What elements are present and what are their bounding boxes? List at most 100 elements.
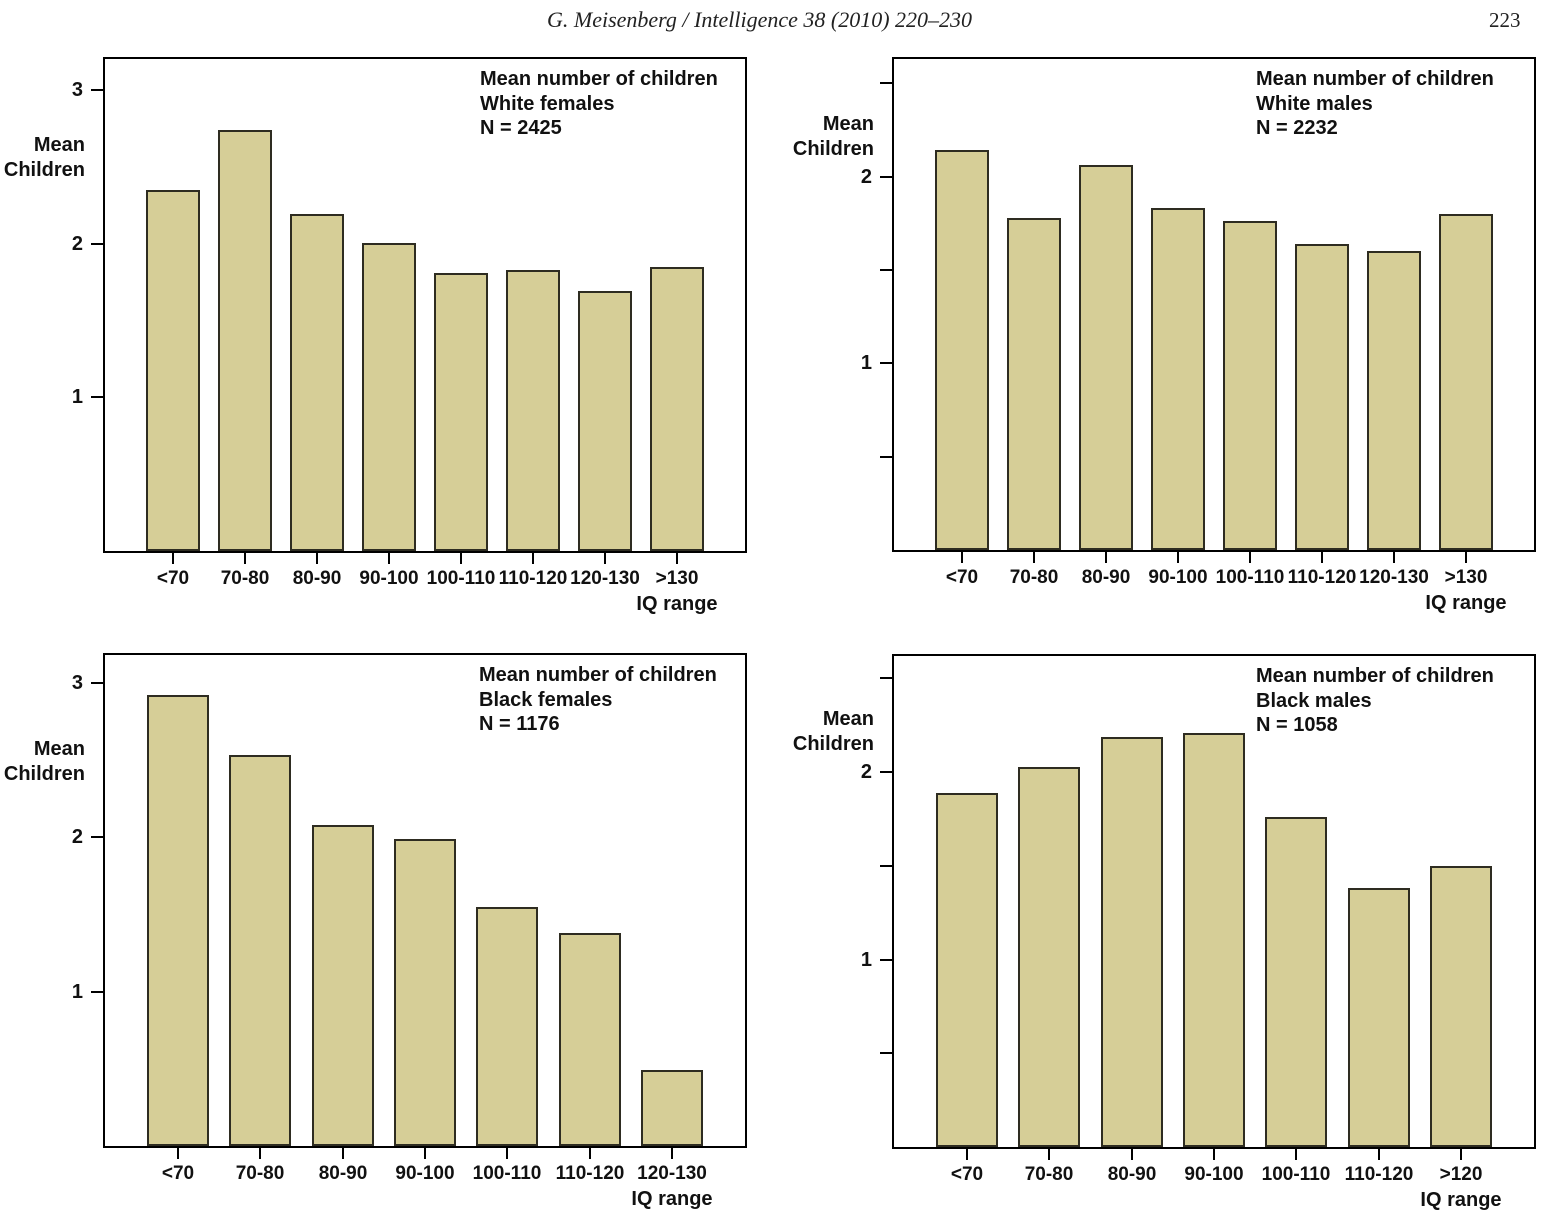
bar-110-120 xyxy=(1295,244,1349,550)
x-axis-tick xyxy=(1321,552,1323,563)
category-label: <70 xyxy=(161,1163,195,1184)
category-label: 90-100 xyxy=(359,568,419,589)
y-tick-label: 3 xyxy=(71,672,83,694)
chart-title: Mean number of children xyxy=(1256,665,1494,687)
plot-frame xyxy=(892,654,1536,1149)
chart-panel-white-females: 1 2 3 <70 70-80 80-90 90-100 100-110 110-120 120-… xyxy=(4,57,747,623)
x-axis-tick xyxy=(316,553,318,564)
y-axis-tick xyxy=(91,682,103,684)
x-axis-tick xyxy=(604,553,606,564)
y-axis-tick xyxy=(880,959,892,961)
running-head: G. Meisenberg / Intelligence 38 (2010) 2… xyxy=(547,7,973,32)
x-axis-tick xyxy=(1460,1149,1462,1160)
y-axis-title: Mean Children xyxy=(742,707,874,756)
chart-annotation: Mean number of children Black females N = … xyxy=(479,663,717,737)
y-axis-minor-tick xyxy=(880,269,892,271)
bar-80-90 xyxy=(1079,165,1133,550)
category-label: 80-90 xyxy=(318,1163,368,1184)
chart-subtitle: Black males xyxy=(1256,689,1372,712)
y-axis-minor-tick xyxy=(880,82,892,84)
bar->130 xyxy=(650,267,704,551)
plot-frame xyxy=(892,57,1536,552)
category-label: 100-110 xyxy=(1261,1164,1331,1185)
category-label: >130 xyxy=(1444,567,1488,588)
y-axis-tick xyxy=(880,771,892,773)
category-label: 90-100 xyxy=(1184,1164,1244,1185)
bar-100-110 xyxy=(434,273,488,551)
category-label: 100-110 xyxy=(426,568,496,589)
y-tick-label: 2 xyxy=(860,761,872,783)
chart-title: Mean number of children xyxy=(479,664,717,686)
page-number: 223 xyxy=(1489,8,1521,32)
bar-80-90 xyxy=(290,214,344,551)
x-axis-tick xyxy=(1048,1149,1050,1160)
y-axis-tick xyxy=(91,991,103,993)
bar-100-110 xyxy=(1223,221,1277,550)
x-axis-tick xyxy=(1177,552,1179,563)
bar-90-100 xyxy=(1151,208,1205,550)
x-axis-tick xyxy=(172,553,174,564)
y-axis-title-line: Mean xyxy=(822,708,874,730)
category-label: 70-80 xyxy=(1009,567,1059,588)
y-axis-tick xyxy=(91,396,103,398)
x-axis-tick xyxy=(424,1148,426,1159)
bar-120-130 xyxy=(578,291,632,551)
chart-panel-black-males: 1 2 <70 70-80 80-90 90-100 100-110 110-120 >120 I… xyxy=(793,654,1536,1219)
y-axis-title-line: Mean xyxy=(822,113,874,135)
chart-subtitle: Black females xyxy=(479,688,613,711)
x-axis-title: IQ range xyxy=(631,1188,713,1210)
chart-subtitle: White females xyxy=(480,92,615,115)
y-tick-label: 1 xyxy=(860,352,872,374)
y-axis-title-line: Mean xyxy=(33,134,85,156)
bar->130 xyxy=(1439,214,1493,550)
y-tick-label: 3 xyxy=(71,79,83,101)
category-label: >120 xyxy=(1439,1164,1483,1185)
bar-120-130 xyxy=(1367,251,1421,550)
bar-90-100 xyxy=(1183,733,1245,1147)
category-label: 80-90 xyxy=(1081,567,1131,588)
category-label: 110-120 xyxy=(1344,1164,1414,1185)
x-axis-tick xyxy=(676,553,678,564)
category-label: 120-130 xyxy=(570,568,640,589)
x-axis-tick xyxy=(1249,552,1251,563)
category-label: 100-110 xyxy=(472,1163,542,1184)
chart-panel-white-males: 1 2 <70 70-80 80-90 90-100 100-110 110-120 120-1… xyxy=(793,57,1536,622)
y-tick-label: 1 xyxy=(71,386,83,408)
y-axis-title: Mean Children xyxy=(0,737,85,786)
x-axis-tick xyxy=(1105,552,1107,563)
chart-n-count: N = 2425 xyxy=(480,117,562,139)
bar-80-90 xyxy=(1101,737,1163,1147)
category-label: 90-100 xyxy=(395,1163,455,1184)
category-label: 90-100 xyxy=(1148,567,1208,588)
category-label: 80-90 xyxy=(292,568,342,589)
y-axis-title: Mean Children xyxy=(742,112,874,161)
category-label: 110-120 xyxy=(1287,567,1357,588)
y-axis-title-line: Children xyxy=(3,158,85,181)
x-axis-tick xyxy=(388,553,390,564)
x-axis-title: IQ range xyxy=(1425,592,1507,614)
x-axis-tick xyxy=(1213,1149,1215,1160)
y-axis-tick xyxy=(880,362,892,364)
x-axis-tick xyxy=(1033,552,1035,563)
chart-annotation: Mean number of children White males N = 22… xyxy=(1256,67,1494,141)
y-tick-label: 2 xyxy=(71,233,83,255)
x-axis-title: IQ range xyxy=(636,593,718,615)
x-axis-tick xyxy=(244,553,246,564)
x-axis-tick xyxy=(671,1148,673,1159)
bar-110-120 xyxy=(559,933,621,1146)
chart-title: Mean number of children xyxy=(480,68,718,90)
bar-80-90 xyxy=(312,825,374,1146)
x-axis-tick xyxy=(1378,1149,1380,1160)
y-axis-title-line: Children xyxy=(792,137,874,160)
y-axis-title-line: Children xyxy=(792,732,874,755)
category-label: 70-80 xyxy=(1024,1164,1074,1185)
y-tick-label: 2 xyxy=(71,826,83,848)
bar-110-120 xyxy=(506,270,560,551)
x-axis-tick xyxy=(342,1148,344,1159)
category-label: 110-120 xyxy=(498,568,568,589)
bar-<70 xyxy=(146,190,200,551)
x-axis-title: IQ range xyxy=(1420,1189,1502,1211)
x-axis-tick xyxy=(1131,1149,1133,1160)
x-axis-tick xyxy=(966,1149,968,1160)
